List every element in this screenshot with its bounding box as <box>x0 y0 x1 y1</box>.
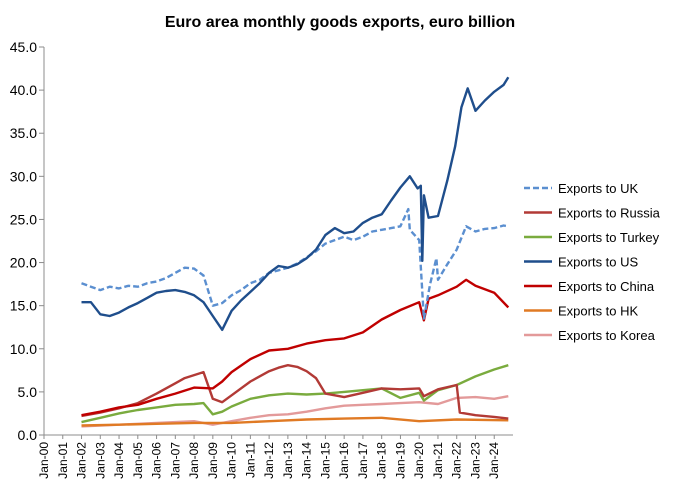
series-line-exports-to-uk <box>81 207 509 320</box>
y-tick-label: 35.0 <box>10 125 37 141</box>
y-tick-label: 45.0 <box>10 39 37 55</box>
x-tick-label: Jan-19 <box>393 442 407 479</box>
x-tick-label: Jan-01 <box>56 442 70 479</box>
legend-label: Exports to China <box>558 279 655 294</box>
x-tick-label: Jan-05 <box>131 442 145 479</box>
x-tick-label: Jan-04 <box>112 442 126 479</box>
x-tick-label: Jan-10 <box>225 442 239 479</box>
y-tick-label: 20.0 <box>10 255 37 271</box>
series-line-exports-to-china <box>81 278 510 417</box>
x-tick-label: Jan-23 <box>468 442 482 479</box>
x-tick-label: Jan-18 <box>375 442 389 479</box>
x-tick-label: Jan-09 <box>206 442 220 479</box>
x-tick-label: Jan-21 <box>431 442 445 479</box>
x-tick-label: Jan-02 <box>75 442 89 479</box>
x-tick-label: Jan-13 <box>281 442 295 479</box>
legend-label: Exports to Russia <box>558 206 661 221</box>
legend-label: Exports to Korea <box>558 328 656 343</box>
y-tick-label: 0.0 <box>18 427 38 443</box>
x-tick-label: Jan-22 <box>450 442 464 479</box>
y-tick-label: 10.0 <box>10 341 37 357</box>
series-line-exports-to-korea <box>81 395 509 428</box>
y-tick-label: 25.0 <box>10 211 37 227</box>
x-tick-label: Jan-11 <box>243 442 257 478</box>
x-tick-label: Jan-20 <box>412 442 426 479</box>
legend-label: Exports to US <box>558 255 639 270</box>
y-tick-label: 15.0 <box>10 298 37 314</box>
axes: 0.0 5.0 10.0 15.0 20.0 25.0 30.0 35.0 40.0 45.0 Ja… <box>10 39 513 479</box>
series-lines <box>81 76 510 428</box>
x-tick-label: Jan-03 <box>93 442 107 479</box>
chart-title: Euro area monthly goods exports, euro bi… <box>165 14 515 31</box>
y-tick-label: 40.0 <box>10 82 37 98</box>
y-tick-label: 5.0 <box>18 384 38 400</box>
x-tick-label: Jan-07 <box>168 442 182 479</box>
series-line-exports-to-russia <box>81 364 509 420</box>
series-line-exports-to-turkey <box>81 364 509 424</box>
legend-label: Exports to Turkey <box>558 230 660 245</box>
x-tick-label: Jan-14 <box>300 442 314 479</box>
x-tick-label: Jan-08 <box>187 442 201 479</box>
x-tick-label: Jan-00 <box>37 442 51 479</box>
x-tick-label: Jan-12 <box>262 442 276 479</box>
x-tick-label: Jan-16 <box>337 442 351 479</box>
legend: Exports to UK Exports to Russia Exports to… <box>524 181 661 343</box>
x-tick-label: Jan-15 <box>318 442 332 479</box>
x-tick-label: Jan-06 <box>150 442 164 479</box>
legend-label: Exports to HK <box>558 304 639 319</box>
y-tick-label: 30.0 <box>10 168 37 184</box>
series-line-exports-to-us <box>81 76 510 331</box>
legend-label: Exports to UK <box>558 181 639 196</box>
series-line-exports-to-hk <box>81 416 509 427</box>
x-tick-label: Jan-24 <box>487 442 501 479</box>
x-tick-label: Jan-17 <box>356 442 370 479</box>
